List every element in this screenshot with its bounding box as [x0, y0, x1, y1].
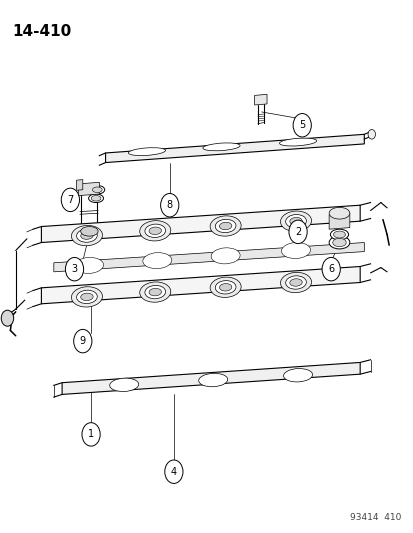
Ellipse shape [149, 227, 161, 235]
Ellipse shape [142, 253, 171, 269]
Ellipse shape [198, 373, 227, 387]
Ellipse shape [210, 216, 240, 236]
Circle shape [1, 310, 14, 326]
Ellipse shape [91, 196, 101, 201]
Ellipse shape [202, 143, 240, 151]
Ellipse shape [215, 219, 235, 233]
Ellipse shape [88, 194, 103, 203]
Ellipse shape [128, 148, 165, 156]
Text: 2: 2 [294, 227, 301, 237]
Ellipse shape [71, 287, 102, 307]
Text: 5: 5 [298, 120, 305, 130]
Ellipse shape [76, 290, 97, 304]
Polygon shape [54, 243, 363, 272]
Text: 7: 7 [67, 195, 74, 205]
Ellipse shape [74, 257, 103, 273]
Ellipse shape [280, 211, 311, 231]
Ellipse shape [81, 227, 98, 236]
Text: 1: 1 [88, 430, 94, 439]
Polygon shape [328, 213, 349, 229]
Ellipse shape [279, 138, 316, 146]
Polygon shape [254, 94, 266, 105]
Circle shape [160, 193, 178, 217]
Text: 93414  410: 93414 410 [349, 513, 401, 522]
Circle shape [164, 460, 183, 483]
Text: 9: 9 [80, 336, 85, 346]
Ellipse shape [145, 285, 165, 299]
Circle shape [74, 329, 92, 353]
Circle shape [61, 188, 79, 212]
Ellipse shape [285, 276, 306, 289]
Text: 8: 8 [166, 200, 172, 210]
Ellipse shape [76, 229, 97, 243]
Polygon shape [76, 180, 83, 190]
Ellipse shape [289, 279, 301, 286]
Ellipse shape [332, 238, 345, 247]
Ellipse shape [81, 293, 93, 301]
Ellipse shape [330, 229, 348, 240]
Ellipse shape [140, 221, 170, 241]
Polygon shape [62, 362, 359, 394]
Ellipse shape [219, 284, 231, 291]
Ellipse shape [280, 272, 311, 293]
Circle shape [288, 220, 306, 244]
Ellipse shape [81, 232, 93, 239]
Ellipse shape [367, 130, 375, 139]
Polygon shape [41, 205, 359, 243]
Polygon shape [105, 134, 363, 163]
Ellipse shape [92, 187, 102, 192]
Ellipse shape [71, 225, 102, 246]
Ellipse shape [219, 222, 231, 230]
Text: 3: 3 [71, 264, 77, 274]
Ellipse shape [90, 185, 104, 194]
Text: 14-410: 14-410 [12, 24, 71, 39]
Ellipse shape [145, 224, 165, 238]
Ellipse shape [210, 277, 240, 297]
Polygon shape [78, 182, 99, 196]
Ellipse shape [328, 236, 349, 249]
Circle shape [292, 114, 311, 137]
Circle shape [321, 257, 339, 281]
Ellipse shape [281, 243, 310, 259]
Ellipse shape [328, 207, 349, 219]
Text: 4: 4 [171, 467, 176, 477]
Ellipse shape [109, 378, 138, 392]
Ellipse shape [333, 231, 344, 238]
Circle shape [65, 257, 83, 281]
Text: 6: 6 [328, 264, 333, 274]
Ellipse shape [285, 214, 306, 228]
Ellipse shape [289, 217, 301, 225]
Circle shape [82, 423, 100, 446]
Ellipse shape [149, 288, 161, 296]
Ellipse shape [211, 248, 240, 264]
Ellipse shape [283, 368, 312, 382]
Ellipse shape [215, 280, 235, 294]
Polygon shape [41, 266, 359, 304]
Ellipse shape [140, 282, 170, 302]
